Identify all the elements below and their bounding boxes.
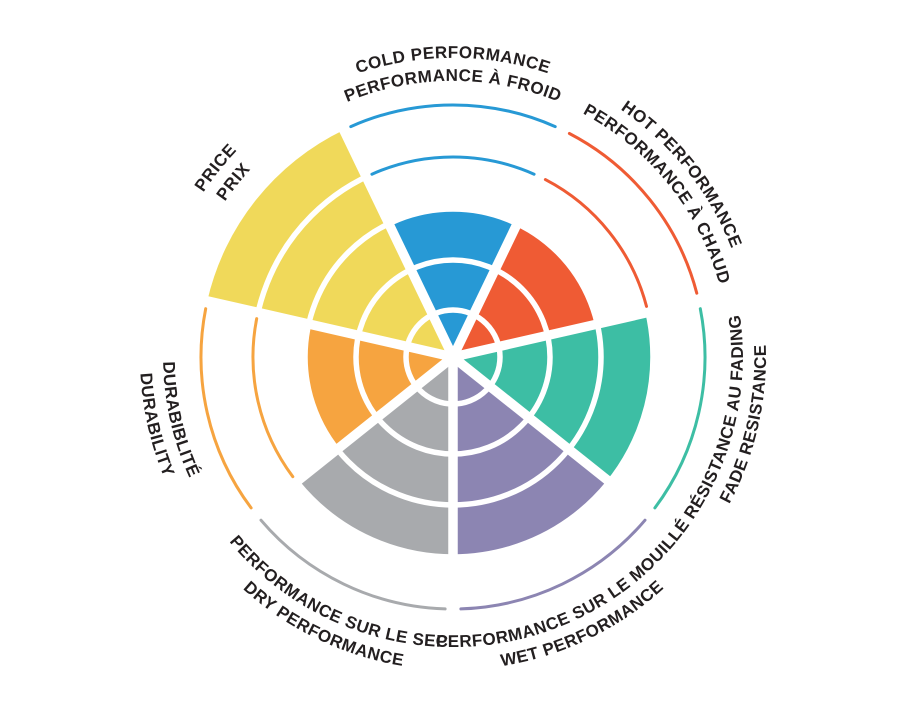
wedge-cold (388, 209, 518, 357)
remaining-ring-arc-hot-4 (543, 178, 648, 308)
wedge-durability (304, 324, 453, 450)
wedge-wet (453, 357, 610, 557)
remaining-ring-arc-durability-4 (251, 317, 295, 479)
sector-separator-3 (450, 353, 660, 523)
sector-separator-0 (335, 120, 458, 360)
remaining-ring-arc-cold-4 (370, 155, 536, 176)
remaining-ring-arc-dry-5 (259, 518, 447, 611)
sector-separator-2 (451, 294, 708, 362)
label-hot-en: HOT PERFORMANCE (618, 97, 746, 250)
remaining-ring-arc-hot-5 (567, 132, 699, 295)
remaining-ring-arc-durability-5 (199, 307, 253, 510)
sector-separator-5 (246, 353, 456, 523)
remaining-ring-arc-fade-5 (653, 307, 707, 510)
sector-separator-6 (198, 294, 455, 362)
wedge-dry (296, 357, 453, 557)
label-text-hot-en: HOT PERFORMANCE (618, 97, 745, 250)
remaining-ring-arc-wet-5 (459, 518, 647, 611)
wedge-price (207, 130, 453, 357)
remaining-ring-arc-cold-5 (349, 103, 557, 129)
sector-separator-1 (448, 120, 571, 360)
